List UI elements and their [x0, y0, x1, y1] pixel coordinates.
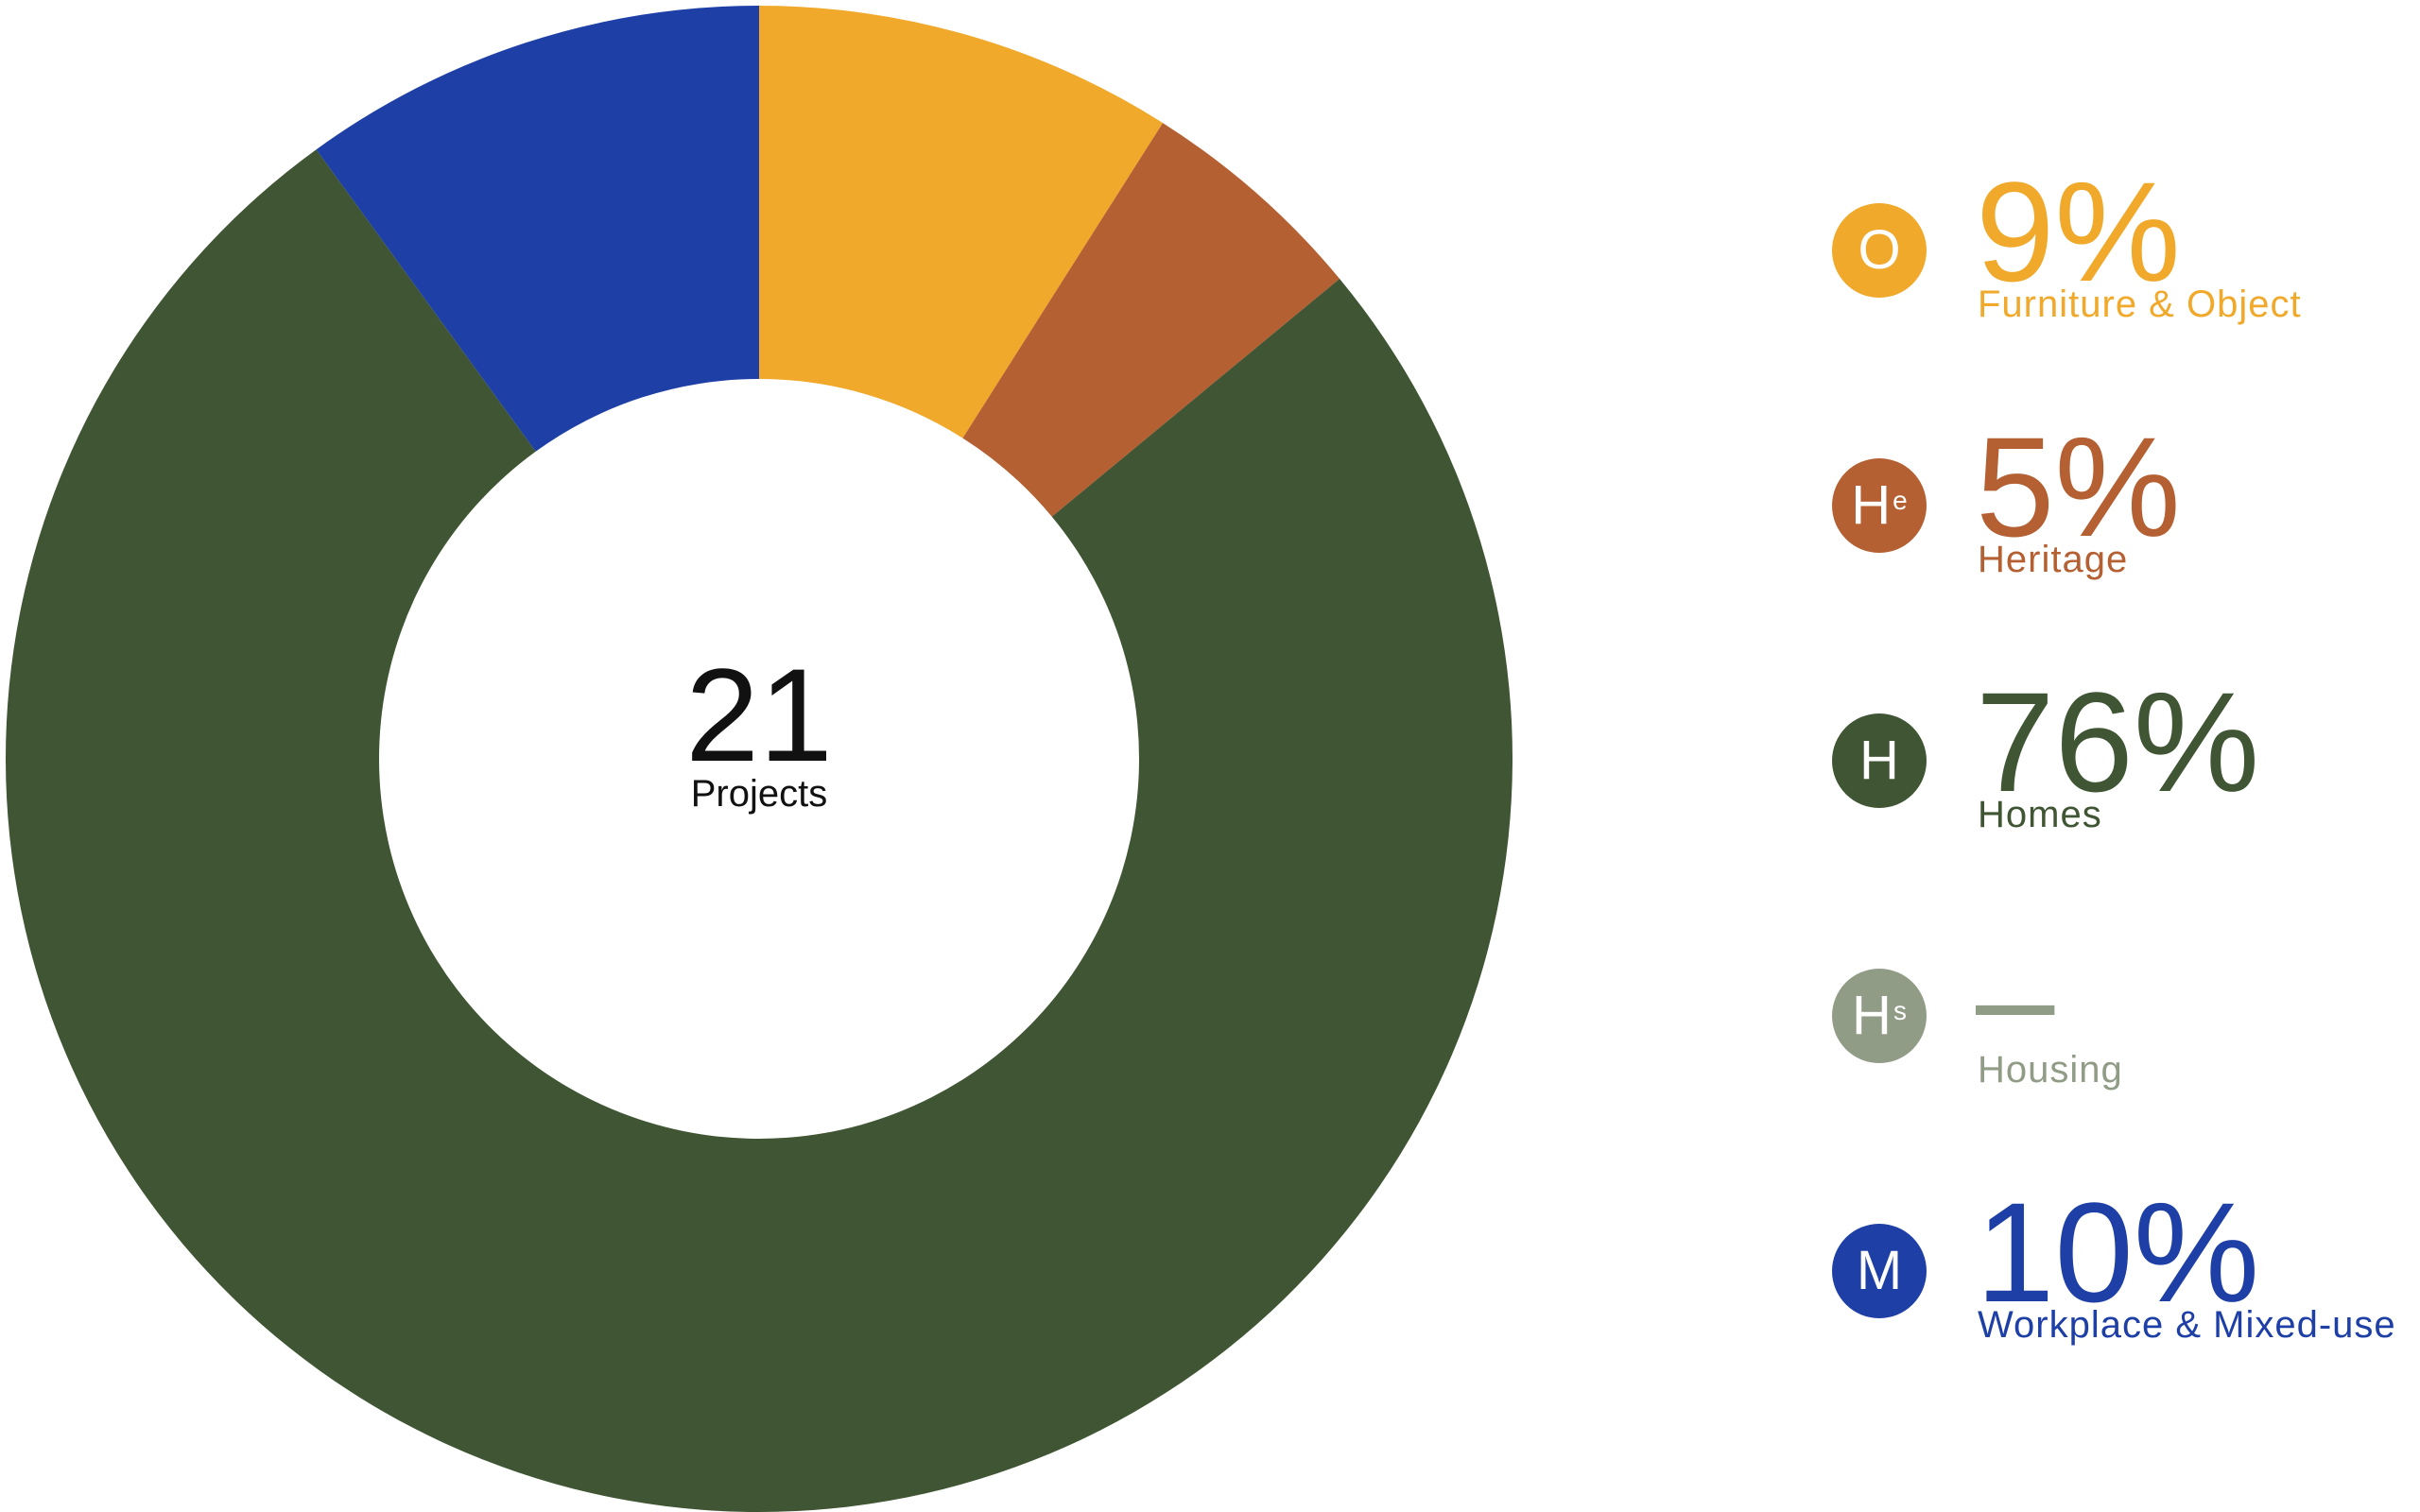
legend-item-workplace: M 10% Workplace & Mixed-use	[1824, 1181, 2420, 1446]
legend-label-homes: Homes	[1978, 794, 2102, 835]
slice-furniture	[759, 6, 1164, 438]
legend-badge-letter: H	[1859, 730, 1899, 791]
legend-value-heritage: 5%	[1976, 407, 2181, 566]
legend-badge-letter: O	[1858, 219, 1901, 281]
legend-value-housing: –	[1976, 918, 2055, 1076]
legend-value-homes: 76%	[1976, 662, 2260, 821]
legend-value-furniture: 9%	[1976, 152, 2181, 311]
slice-workplace	[316, 6, 759, 452]
donut-slices	[6, 6, 1512, 1512]
donut-chart: 21 Projects	[6, 6, 1512, 1512]
center-label: Projects	[691, 773, 828, 815]
legend-badge-workplace: M	[1832, 1224, 1927, 1318]
legend-badge-letter: H	[1851, 474, 1892, 536]
legend-badge-subscript: s	[1893, 996, 1907, 1025]
legend-badge-letter: M	[1856, 1240, 1903, 1301]
legend-value-workplace: 10%	[1976, 1173, 2260, 1332]
legend-badge-letter: H	[1852, 985, 1892, 1046]
legend-item-homes: H 76% Homes	[1824, 671, 2420, 936]
legend-badge-furniture: O	[1832, 203, 1927, 298]
slice-heritage	[962, 123, 1340, 517]
legend-badge-subscript: e	[1893, 486, 1908, 515]
legend-label-workplace: Workplace & Mixed-use	[1978, 1304, 2396, 1346]
legend-item-furniture: O 9% Furniture & Object	[1824, 161, 2420, 425]
slice-homes	[6, 149, 1512, 1512]
legend-label-furniture: Furniture & Object	[1978, 284, 2302, 325]
legend-badge-homes: H	[1832, 713, 1927, 808]
legend-label-housing: Housing	[1978, 1049, 2123, 1091]
center-total: 21	[685, 641, 833, 789]
legend-label-heritage: Heritage	[1978, 539, 2129, 580]
